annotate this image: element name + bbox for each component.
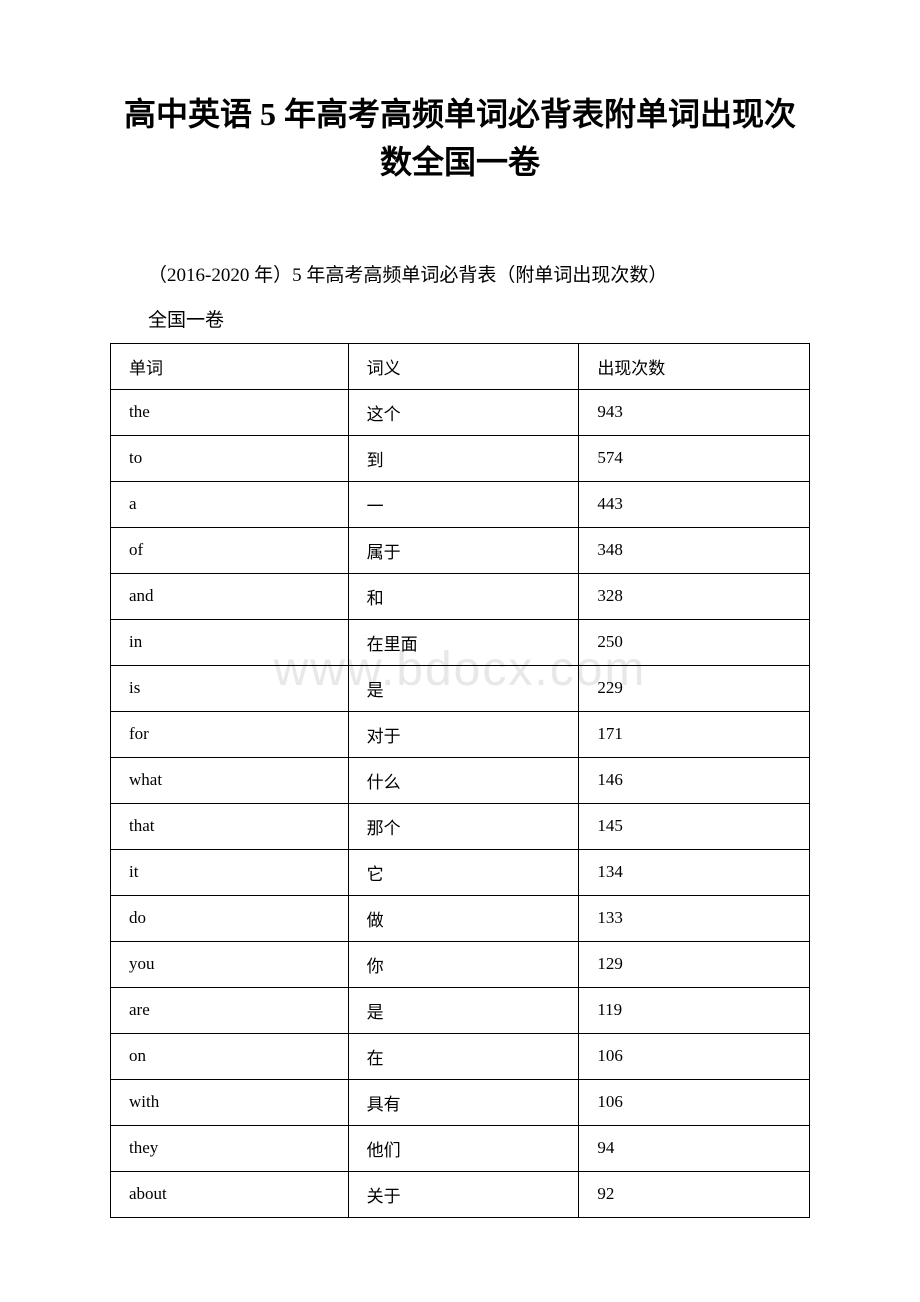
count-cell: 119 [579, 987, 810, 1033]
word-cell: a [111, 481, 349, 527]
word-cell: it [111, 849, 349, 895]
table-row: is 是 229 [111, 665, 810, 711]
word-cell: on [111, 1033, 349, 1079]
table-row: it 它 134 [111, 849, 810, 895]
table-row: with 具有 106 [111, 1079, 810, 1125]
count-cell: 129 [579, 941, 810, 987]
count-cell: 145 [579, 803, 810, 849]
table-row: to 到 574 [111, 435, 810, 481]
meaning-cell: 这个 [348, 389, 579, 435]
table-header-row: 单词 词义 出现次数 [111, 343, 810, 389]
word-cell: and [111, 573, 349, 619]
subtitle-line-2: 全国一卷 [110, 301, 810, 341]
count-cell: 348 [579, 527, 810, 573]
table-row: and 和 328 [111, 573, 810, 619]
meaning-cell: 和 [348, 573, 579, 619]
column-header-count: 出现次数 [579, 343, 810, 389]
column-header-meaning: 词义 [348, 343, 579, 389]
meaning-cell: 做 [348, 895, 579, 941]
meaning-cell: 到 [348, 435, 579, 481]
page-title: 高中英语 5 年高考高频单词必背表附单词出现次数全国一卷 [110, 90, 810, 186]
meaning-cell: 那个 [348, 803, 579, 849]
count-cell: 94 [579, 1125, 810, 1171]
table-row: on 在 106 [111, 1033, 810, 1079]
word-cell: that [111, 803, 349, 849]
table-row: what 什么 146 [111, 757, 810, 803]
meaning-cell: 关于 [348, 1171, 579, 1217]
count-cell: 133 [579, 895, 810, 941]
count-cell: 250 [579, 619, 810, 665]
table-row: about 关于 92 [111, 1171, 810, 1217]
word-cell: about [111, 1171, 349, 1217]
count-cell: 92 [579, 1171, 810, 1217]
table-row: that 那个 145 [111, 803, 810, 849]
word-cell: with [111, 1079, 349, 1125]
count-cell: 229 [579, 665, 810, 711]
meaning-cell: 它 [348, 849, 579, 895]
meaning-cell: 你 [348, 941, 579, 987]
meaning-cell: 是 [348, 987, 579, 1033]
count-cell: 943 [579, 389, 810, 435]
count-cell: 106 [579, 1033, 810, 1079]
word-cell: do [111, 895, 349, 941]
meaning-cell: 一 [348, 481, 579, 527]
word-cell: what [111, 757, 349, 803]
word-cell: the [111, 389, 349, 435]
meaning-cell: 对于 [348, 711, 579, 757]
count-cell: 328 [579, 573, 810, 619]
count-cell: 146 [579, 757, 810, 803]
word-cell: they [111, 1125, 349, 1171]
table-row: in 在里面 250 [111, 619, 810, 665]
word-cell: you [111, 941, 349, 987]
meaning-cell: 在里面 [348, 619, 579, 665]
count-cell: 106 [579, 1079, 810, 1125]
word-cell: for [111, 711, 349, 757]
word-cell: in [111, 619, 349, 665]
table-row: you 你 129 [111, 941, 810, 987]
subtitle-line-1: （2016-2020 年）5 年高考高频单词必背表（附单词出现次数） [110, 256, 810, 296]
vocabulary-table: 单词 词义 出现次数 the 这个 943 to 到 574 a 一 443 o… [110, 343, 810, 1218]
meaning-cell: 什么 [348, 757, 579, 803]
table-row: the 这个 943 [111, 389, 810, 435]
word-cell: are [111, 987, 349, 1033]
table-row: a 一 443 [111, 481, 810, 527]
meaning-cell: 是 [348, 665, 579, 711]
table-row: are 是 119 [111, 987, 810, 1033]
meaning-cell: 属于 [348, 527, 579, 573]
document-content: 高中英语 5 年高考高频单词必背表附单词出现次数全国一卷 （2016-2020 … [110, 90, 810, 1218]
table-row: of 属于 348 [111, 527, 810, 573]
word-cell: of [111, 527, 349, 573]
count-cell: 443 [579, 481, 810, 527]
word-cell: is [111, 665, 349, 711]
count-cell: 574 [579, 435, 810, 481]
meaning-cell: 具有 [348, 1079, 579, 1125]
meaning-cell: 在 [348, 1033, 579, 1079]
count-cell: 171 [579, 711, 810, 757]
table-row: they 他们 94 [111, 1125, 810, 1171]
count-cell: 134 [579, 849, 810, 895]
meaning-cell: 他们 [348, 1125, 579, 1171]
table-row: do 做 133 [111, 895, 810, 941]
table-row: for 对于 171 [111, 711, 810, 757]
word-cell: to [111, 435, 349, 481]
column-header-word: 单词 [111, 343, 349, 389]
